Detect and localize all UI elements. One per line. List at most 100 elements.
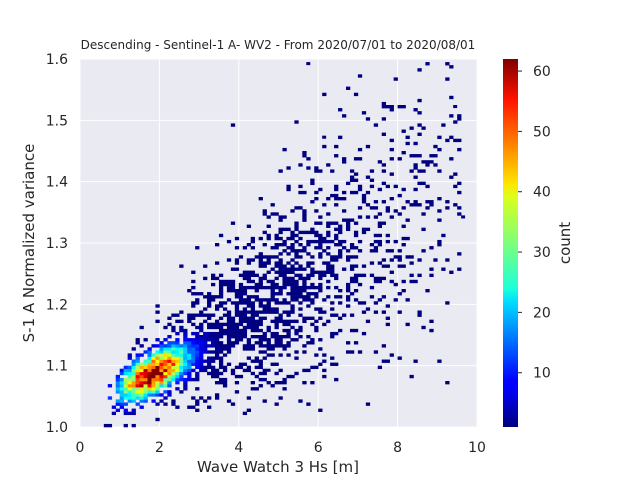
heatmap-cell [246,261,252,265]
heatmap-cell [397,212,402,216]
heatmap-cell [290,325,295,330]
heatmap-cell [187,319,192,324]
heatmap-cell [318,347,323,351]
heatmap-cell [270,255,275,259]
heatmap-cell [278,344,283,348]
heatmap-cell [250,258,255,262]
heatmap-cell [183,344,188,348]
heatmap-cell [234,289,240,293]
heatmap-cell [115,387,120,391]
heatmap-cell [278,252,283,256]
heatmap-cell [334,273,339,278]
heatmap-cell [290,246,295,250]
heatmap-cell [330,273,335,278]
heatmap-cell [353,279,359,284]
heatmap-cell [207,356,212,360]
heatmap-cell [175,374,180,379]
heatmap-cell [373,276,379,281]
heatmap-cell [115,399,120,403]
heatmap-cell [139,381,144,385]
heatmap-cell [207,292,212,296]
heatmap-cell [322,239,327,244]
heatmap-cell [409,279,414,284]
heatmap-cell [441,123,446,127]
heatmap-cell [175,338,180,342]
heatmap-cell [163,362,168,366]
heatmap-cell [258,310,263,314]
heatmap-cell [385,206,390,210]
heatmap-cell [222,322,228,327]
heatmap-cell [199,341,204,345]
heatmap-cell [274,236,279,241]
heatmap-cell [282,276,287,281]
heatmap-cell [270,310,275,314]
heatmap-cell [171,344,176,348]
heatmap-cell [242,313,248,317]
heatmap-cell [425,62,430,66]
heatmap-cell [214,325,220,330]
heatmap-cell [298,301,303,305]
heatmap-cell [421,227,426,232]
heatmap-cell [250,295,255,299]
heatmap-cell [353,221,359,225]
heatmap-cell [405,322,410,327]
heatmap-cell [377,276,383,281]
heatmap-cell [302,282,307,287]
heatmap-cell [139,390,144,394]
heatmap-cell [385,209,390,213]
heatmap-cell [254,273,259,278]
heatmap-cell [417,98,422,103]
heatmap-cell [135,384,140,388]
heatmap-cell [191,292,196,296]
heatmap-cell [345,350,351,354]
heatmap-cell [230,301,236,305]
heatmap-cell [238,295,244,299]
heatmap-cell [314,292,319,296]
heatmap-cell [342,160,347,164]
heatmap-cell [298,313,303,317]
heatmap-cell [191,301,196,305]
heatmap-cell [270,331,275,336]
heatmap-cell [457,212,462,216]
heatmap-cell [417,203,422,207]
heatmap-cell [218,295,224,299]
heatmap-cell [195,387,200,391]
heatmap-cell [306,295,311,299]
heatmap-cell [238,255,244,259]
heatmap-cell [334,154,339,158]
heatmap-cell [226,328,232,333]
heatmap-cell [246,243,252,247]
heatmap-cell [211,322,216,327]
heatmap-cell [254,310,259,314]
heatmap-cell [330,255,335,259]
heatmap-cell [282,147,287,152]
heatmap-cell [207,396,212,400]
x-tick-label: 2 [155,440,164,456]
heatmap-cell [306,335,311,339]
heatmap-cell [143,359,148,363]
heatmap-cell [195,350,200,354]
heatmap-cell [123,408,128,412]
heatmap-cell [163,356,168,360]
heatmap-cell [167,316,172,320]
heatmap-cell [242,411,248,416]
heatmap-cell [345,258,351,262]
heatmap-cell [381,264,386,268]
heatmap-cell [214,344,220,348]
heatmap-cell [167,362,172,366]
heatmap-cell [179,362,184,366]
heatmap-cell [139,374,144,379]
heatmap-cell [298,273,303,278]
heatmap-cell [254,328,259,333]
heatmap-cell [274,338,279,342]
heatmap-cell [131,384,136,388]
y-tick-label: 1.4 [46,175,68,191]
heatmap-cell [107,423,113,428]
heatmap-cell [274,233,279,238]
heatmap-cell [270,362,275,366]
heatmap-outlier-cell [461,215,466,219]
heatmap-cell [214,261,220,265]
heatmap-cell [310,178,315,182]
heatmap-cell [302,295,307,299]
heatmap-cell [115,390,120,394]
